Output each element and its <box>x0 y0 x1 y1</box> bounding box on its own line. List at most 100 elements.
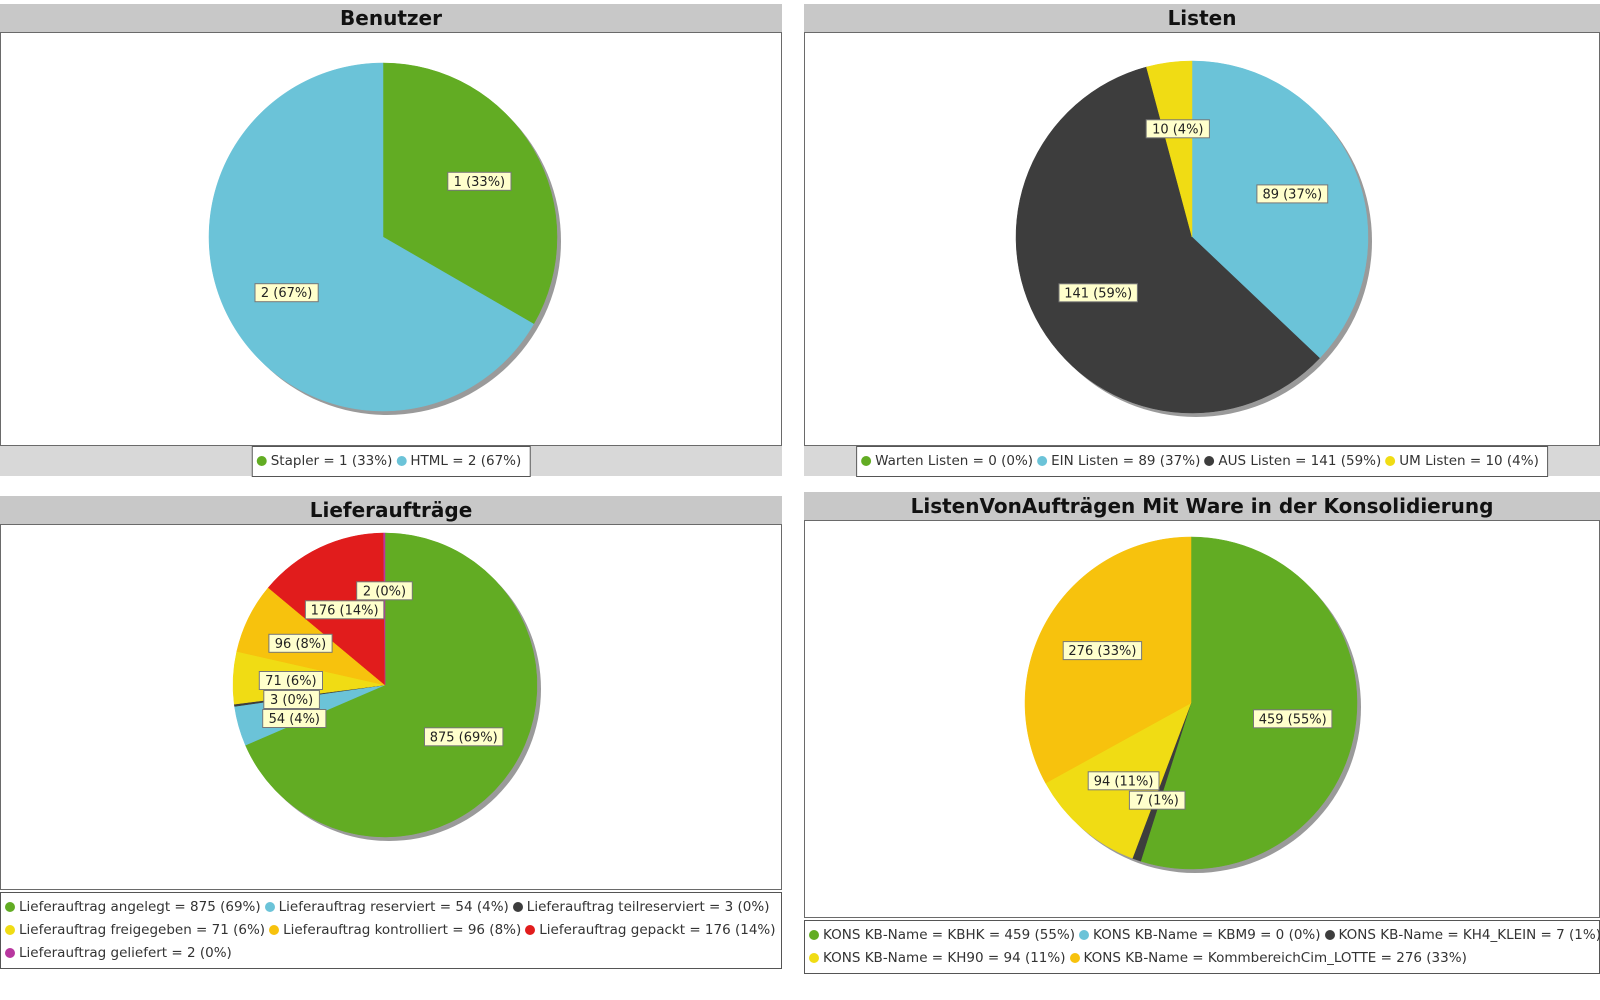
data-label-box <box>1253 709 1333 729</box>
chart-legend: Lieferauftrag angelegt = 875 (69%) Liefer… <box>0 892 782 969</box>
legend-label: EIN Listen = 89 (37%) <box>1051 453 1201 469</box>
legend-swatch-icon <box>1385 456 1396 466</box>
data-label-box <box>258 671 323 690</box>
legend-swatch-icon <box>5 902 15 912</box>
data-label-text: 94 (11%) <box>1094 774 1154 789</box>
legend-item: Lieferauftrag reserviert = 54 (4%) <box>264 896 509 919</box>
legend-label: Lieferauftrag gepackt = 176 (14%) <box>539 922 776 938</box>
legend-item: Lieferauftrag gepackt = 176 (14%) <box>525 919 776 942</box>
legend-swatch-icon <box>5 925 15 935</box>
data-label-box <box>1128 790 1186 810</box>
chart-panel-konsolidierung: ListenVonAufträgen Mit Ware in der Konso… <box>804 492 1600 974</box>
legend-strip: Lieferauftrag angelegt = 875 (69%) Liefer… <box>0 890 782 972</box>
legend-item: Lieferauftrag teilreserviert = 3 (0%) <box>512 896 770 919</box>
pie-slice-ein-listen <box>1191 60 1369 359</box>
plot-area: 276 (33%) 459 (55%) 94 (11%) 7 (1%) <box>804 520 1600 918</box>
legend-item: EIN Listen = 89 (37%) <box>1037 450 1200 473</box>
legend-row: Stapler = 1 (33%) HTML = 2 (67%) <box>256 450 526 473</box>
legend-item: AUS Listen = 141 (59%) <box>1204 450 1381 473</box>
data-label-text: 2 (67%) <box>261 286 312 301</box>
chart-legend: Warten Listen = 0 (0%) EIN Listen = 89 (3… <box>856 446 1548 477</box>
pie-chart: 276 (33%) 459 (55%) 94 (11%) 7 (1%) <box>1024 536 1361 873</box>
legend-label: Lieferauftrag freigegeben = 71 (6%) <box>19 922 266 938</box>
legend-strip: KONS KB-Name = KBHK = 459 (55%) KONS KB-N… <box>804 918 1600 974</box>
legend-swatch-icon <box>269 925 280 935</box>
data-label-text: 459 (55%) <box>1259 712 1327 727</box>
data-label-box <box>268 633 333 653</box>
pie-chart: 2 (0%) 176 (14%) 96 (8%) 71 (6%) 3 (0%) 54 (4… <box>232 532 541 841</box>
data-label: 94 (11%) <box>1087 771 1160 791</box>
data-label-box <box>1145 119 1210 139</box>
legend-strip: Warten Listen = 0 (0%) EIN Listen = 89 (3… <box>804 446 1600 477</box>
plot-area: 1 (33%) 2 (67%) <box>0 32 782 446</box>
data-label-text: 54 (4%) <box>269 712 320 727</box>
data-label-text: 2 (0%) <box>363 584 406 599</box>
chart-title: Lieferaufträge <box>0 496 782 524</box>
data-label: 1 (33%) <box>447 171 512 191</box>
legend-row: Lieferauftrag angelegt = 875 (69%) Liefer… <box>5 896 777 919</box>
data-label: 2 (0%) <box>356 581 413 601</box>
legend-swatch-icon <box>256 456 267 466</box>
legend-item: UM Listen = 10 (4%) <box>1385 450 1539 473</box>
legend-swatch-icon <box>396 456 407 466</box>
data-label: 96 (8%) <box>268 633 333 653</box>
data-label-box <box>304 600 385 620</box>
data-label: 10 (4%) <box>1145 119 1210 139</box>
pie-slice-stapler <box>382 62 558 325</box>
data-label-text: 875 (69%) <box>430 730 498 745</box>
pie-chart: 10 (4%) 89 (37%) 141 (59%) <box>1015 60 1372 417</box>
data-label-box <box>1087 771 1160 791</box>
legend-label: Lieferauftrag reserviert = 54 (4%) <box>278 899 509 915</box>
legend-item: HTML = 2 (67%) <box>396 450 521 473</box>
data-label: 71 (6%) <box>258 671 323 690</box>
legend-row: KONS KB-Name = KH90 = 94 (11%) KONS KB-Na… <box>809 947 1595 970</box>
chart-panel-lieferauftraege: Lieferaufträge 2 (0%) 176 (14%) 96 (8%) 71 … <box>0 496 782 972</box>
legend-label: KONS KB-Name = KBM9 = 0 (0%) <box>1093 927 1321 943</box>
legend-swatch-icon <box>1324 930 1335 940</box>
pie-chart: 1 (33%) 2 (67%) <box>208 62 561 415</box>
legend-swatch-icon <box>1079 930 1090 940</box>
data-label: 54 (4%) <box>262 709 327 728</box>
chart-panel-listen: Listen 10 (4%) 89 (37%) 141 (59%) Warten L… <box>804 4 1600 477</box>
data-label-text: 141 (59%) <box>1064 286 1132 301</box>
data-label-text: 276 (33%) <box>1068 644 1136 659</box>
data-label-box <box>262 709 327 728</box>
legend-label: Lieferauftrag kontrolliert = 96 (8%) <box>283 922 522 938</box>
legend-swatch-icon <box>809 930 819 940</box>
legend-label: Lieferauftrag teilreserviert = 3 (0%) <box>526 899 770 915</box>
legend-label: KONS KB-Name = KBHK = 459 (55%) <box>823 927 1076 943</box>
data-label-text: 7 (1%) <box>1136 794 1179 809</box>
chart-legend: KONS KB-Name = KBHK = 459 (55%) KONS KB-N… <box>804 920 1600 974</box>
legend-swatch-icon <box>264 902 275 912</box>
legend-swatch-icon <box>1069 953 1080 963</box>
legend-item: KONS KB-Name = KBHK = 459 (55%) <box>809 924 1075 947</box>
data-label-text: 96 (8%) <box>275 637 326 652</box>
data-label: 89 (37%) <box>1256 184 1329 204</box>
chart-panel-benutzer: Benutzer 1 (33%) 2 (67%) Stapler = 1 (33%… <box>0 4 782 477</box>
data-label-box <box>254 283 319 303</box>
data-label-box <box>356 581 413 601</box>
legend-swatch-icon <box>525 925 536 935</box>
chart-title: Listen <box>804 4 1600 32</box>
legend-label: KONS KB-Name = KH90 = 94 (11%) <box>823 950 1066 966</box>
plot-area: 2 (0%) 176 (14%) 96 (8%) 71 (6%) 3 (0%) 54 (4… <box>0 524 782 890</box>
legend-label: Stapler = 1 (33%) <box>270 453 393 469</box>
data-label: 7 (1%) <box>1128 790 1186 810</box>
legend-row: Warten Listen = 0 (0%) EIN Listen = 89 (3… <box>861 450 1543 473</box>
legend-label: Lieferauftrag angelegt = 875 (69%) <box>19 899 261 915</box>
chart-title: ListenVonAufträgen Mit Ware in der Konso… <box>804 492 1600 520</box>
legend-row: Lieferauftrag geliefert = 2 (0%) <box>5 942 777 965</box>
legend-label: Lieferauftrag geliefert = 2 (0%) <box>19 945 232 961</box>
legend-swatch-icon <box>861 456 872 466</box>
data-label-text: 71 (6%) <box>265 674 316 689</box>
legend-item: Lieferauftrag angelegt = 875 (69%) <box>5 896 261 919</box>
chart-legend: Stapler = 1 (33%) HTML = 2 (67%) <box>251 446 531 477</box>
legend-row: Lieferauftrag freigegeben = 71 (6%) Liefe… <box>5 919 777 942</box>
pie-slice-lieferauftrag-angelegt <box>245 532 538 838</box>
legend-item: Lieferauftrag freigegeben = 71 (6%) <box>5 919 265 942</box>
legend-label: AUS Listen = 141 (59%) <box>1218 453 1382 469</box>
legend-item: Lieferauftrag geliefert = 2 (0%) <box>5 942 232 965</box>
legend-item: Stapler = 1 (33%) <box>256 450 393 473</box>
legend-label: HTML = 2 (67%) <box>410 453 522 469</box>
pie-slice-html <box>208 62 535 412</box>
